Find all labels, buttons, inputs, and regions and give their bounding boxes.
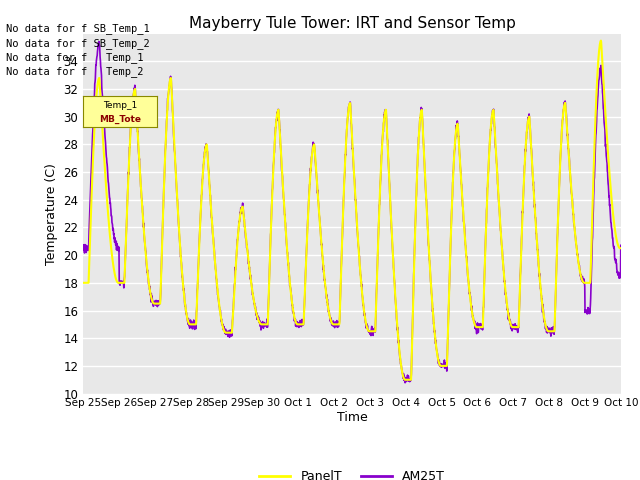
Title: Mayberry Tule Tower: IRT and Sensor Temp: Mayberry Tule Tower: IRT and Sensor Temp (189, 16, 515, 31)
Text: MB_Tote: MB_Tote (99, 115, 141, 124)
Text: Temp_1: Temp_1 (103, 101, 137, 110)
X-axis label: Time: Time (337, 411, 367, 424)
Text: No data for f SB_Temp_2: No data for f SB_Temp_2 (6, 37, 150, 48)
Text: No data for f   Temp_2: No data for f Temp_2 (6, 66, 144, 77)
Text: No data for f SB_Temp_1: No data for f SB_Temp_1 (6, 23, 150, 34)
Text: No data for f   Temp_1: No data for f Temp_1 (6, 52, 144, 63)
Legend: PanelT, AM25T: PanelT, AM25T (254, 465, 450, 480)
Y-axis label: Temperature (C): Temperature (C) (45, 163, 58, 264)
